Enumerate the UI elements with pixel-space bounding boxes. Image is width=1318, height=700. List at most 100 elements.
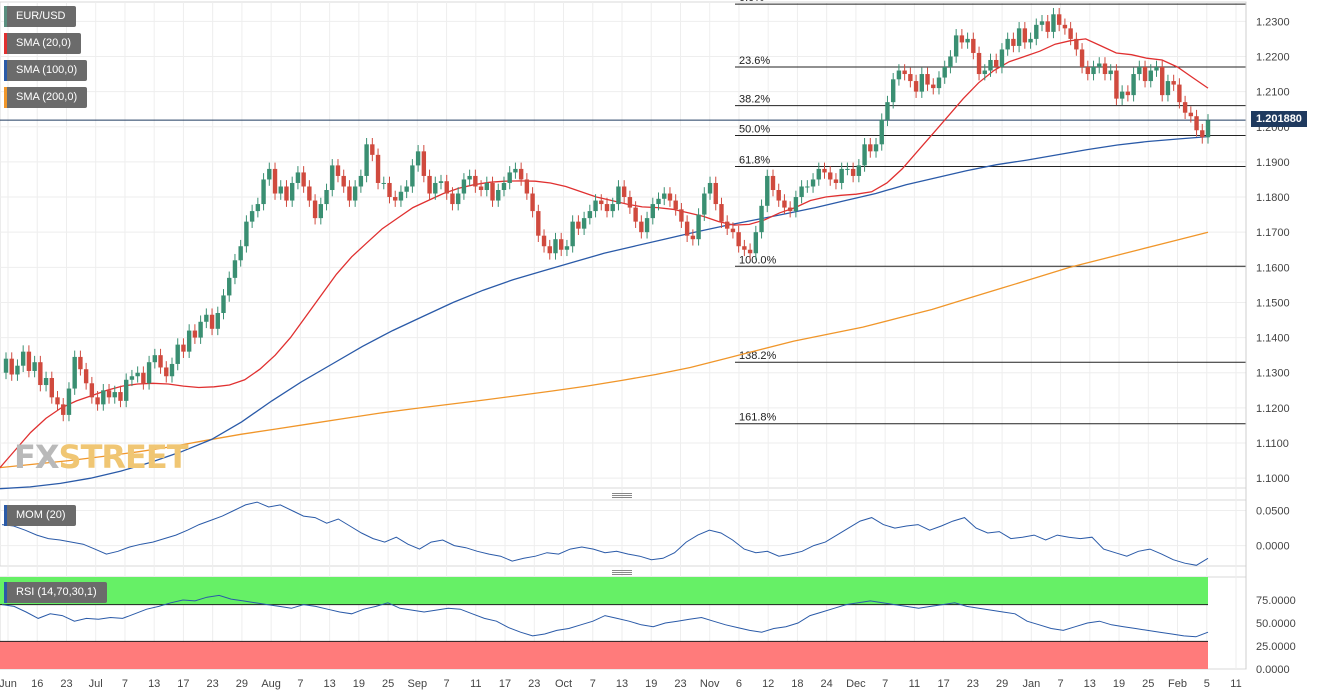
candle-body [604, 204, 610, 212]
candle-body [215, 312, 220, 329]
candle-body [101, 390, 106, 405]
legend-swatch-sma100 [4, 60, 7, 81]
x-tick-label: 11 [909, 678, 920, 690]
candle-body [999, 49, 1005, 68]
candle-body [988, 59, 993, 71]
legend-sma20[interactable]: SMA (20,0) [4, 33, 82, 54]
x-tick-label: 18 [791, 678, 803, 690]
candle-body [324, 190, 329, 205]
candle-body [868, 144, 873, 152]
candle-body [301, 172, 306, 187]
y-tick-label: 1.2300 [1256, 16, 1290, 28]
rsi-swatch [4, 582, 7, 603]
x-tick-label: 6 [736, 678, 742, 690]
mom-tick-label: 0.0500 [1256, 506, 1290, 518]
y-tick-label: 1.1100 [1256, 438, 1289, 450]
candle-body [770, 175, 776, 191]
candle-body [415, 151, 421, 166]
candle-body [662, 193, 667, 199]
candle-body [15, 365, 20, 375]
candle-body [227, 277, 232, 296]
x-tick-label: 12 [762, 678, 774, 690]
candle-body [358, 175, 364, 187]
rsi-oversold-band [0, 641, 1208, 669]
candle-body [839, 168, 844, 183]
candle-body [730, 228, 736, 233]
candle-body [747, 249, 753, 254]
x-tick-label: 7 [444, 678, 450, 690]
pane-splitter-handle[interactable] [612, 493, 632, 498]
mom-line [1, 501, 1209, 566]
legend-label: SMA (20,0) [16, 37, 72, 49]
sma100-line [0, 135, 1209, 490]
candle-body [1039, 21, 1045, 25]
mom-tick-label: 0.0000 [1256, 541, 1290, 553]
candle-body [1188, 112, 1194, 117]
fib-label: 61.8% [739, 154, 770, 166]
candle-body [1119, 91, 1125, 99]
legend-label: EUR/USD [16, 10, 66, 22]
candle-body [1182, 102, 1188, 113]
candle-body [478, 186, 484, 191]
legend-sma200[interactable]: SMA (200,0) [4, 87, 88, 108]
candle-body [112, 392, 117, 398]
candle-body [673, 200, 678, 210]
candle-body [1045, 21, 1050, 32]
candle-body [696, 214, 701, 240]
rsi-tick-label: 25.0000 [1256, 641, 1296, 653]
candle-body [204, 314, 209, 322]
candle-body [238, 246, 243, 261]
candle-body [742, 246, 747, 250]
x-tick-label: Jun [0, 678, 17, 690]
candle-body [1051, 14, 1056, 32]
candle-body [845, 168, 850, 170]
rsi-overbought-band [0, 577, 1208, 605]
x-tick-label: 17 [499, 678, 511, 690]
candle-body [1028, 38, 1033, 43]
x-tick-label: 13 [323, 678, 335, 690]
candle-body [421, 151, 427, 176]
candle-body [221, 295, 226, 313]
candle-body [106, 390, 112, 398]
pane-splitter-handle[interactable] [612, 570, 632, 575]
candle-body [38, 362, 43, 386]
y-tick-label: 1.1800 [1256, 192, 1290, 204]
candle-body [1125, 91, 1131, 96]
candle-body [759, 205, 764, 233]
candle-body [124, 379, 129, 401]
mom-label[interactable]: MOM (20) [4, 505, 76, 526]
x-tick-label: 13 [148, 678, 160, 690]
candle-body [375, 154, 381, 183]
candle-body [387, 182, 392, 198]
candle-body [828, 172, 833, 180]
x-tick-label: Jan [1022, 678, 1040, 690]
candle-body [398, 191, 404, 201]
legend-eurusd[interactable]: EUR/USD [4, 6, 76, 27]
candle-body [1034, 24, 1039, 39]
x-tick-label: Nov [700, 678, 720, 690]
rsi-line [1, 594, 1209, 638]
x-tick-label: Feb [1168, 678, 1187, 690]
legend-swatch-sma20 [4, 33, 7, 54]
y-tick-label: 1.2200 [1256, 51, 1290, 63]
candle-body [948, 56, 953, 68]
rsi-tick-label: 75.0000 [1256, 595, 1296, 607]
legend-label: SMA (200,0) [16, 91, 78, 103]
x-tick-label: 25 [1142, 678, 1154, 690]
x-tick-label: 24 [821, 678, 833, 690]
candle-body [656, 198, 661, 205]
x-tick-label: Oct [555, 678, 572, 690]
candle-body [95, 397, 100, 405]
candle-body [1154, 67, 1159, 71]
candle-body [982, 70, 987, 75]
rsi-label-text: RSI (14,70,30,1) [16, 586, 97, 598]
legend-sma100[interactable]: SMA (100,0) [4, 60, 88, 81]
x-tick-label: 17 [177, 678, 189, 690]
y-tick-label: 1.2100 [1256, 87, 1290, 99]
candle-body [1102, 63, 1108, 75]
x-tick-label: 17 [937, 678, 949, 690]
rsi-label[interactable]: RSI (14,70,30,1) [4, 582, 107, 603]
candle-body [702, 193, 707, 215]
candle-body [9, 358, 14, 375]
x-tick-label: 7 [122, 678, 128, 690]
